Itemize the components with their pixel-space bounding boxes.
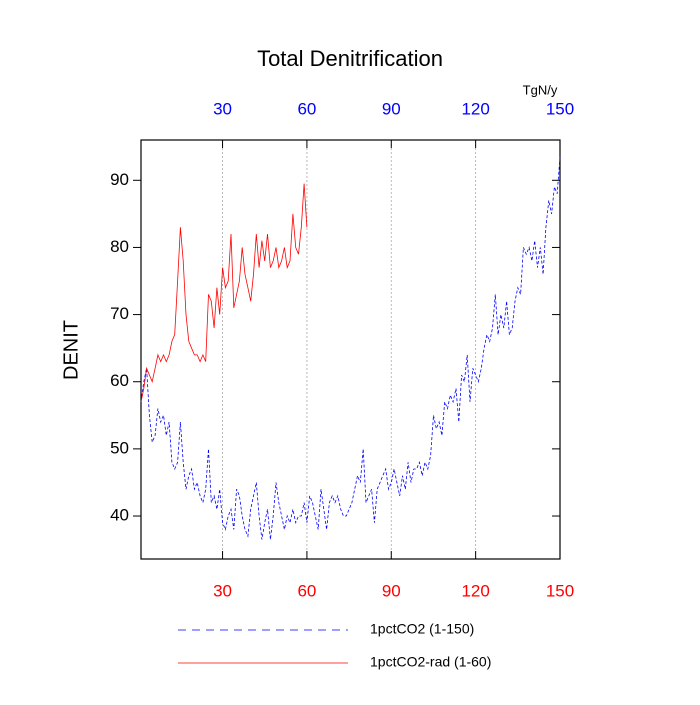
x-tick-label: 150	[546, 581, 574, 600]
y-tick-label: 40	[110, 506, 129, 525]
x-tick-label: 90	[382, 581, 401, 600]
plot-frame	[140, 139, 561, 560]
y-tick-label: 90	[110, 170, 129, 189]
y-tick-label: 70	[110, 304, 129, 323]
x-tick-label: 30	[213, 581, 232, 600]
legend-label: 1pctCO2-rad (1-60)	[370, 654, 491, 670]
series-line	[140, 156, 561, 540]
chart-title: Total Denitrification	[257, 46, 443, 71]
x-tick-label: 60	[297, 581, 316, 600]
x-tick-label-top: 90	[382, 99, 401, 118]
x-tick-label: 120	[461, 581, 489, 600]
top-axis-label: TgN/y	[523, 82, 558, 97]
y-tick-label: 60	[110, 371, 129, 390]
x-tick-label-top: 120	[461, 99, 489, 118]
y-axis-label: DENIT	[60, 320, 82, 380]
x-tick-label-top: 30	[213, 99, 232, 118]
x-tick-label-top: 60	[297, 99, 316, 118]
series-line	[140, 183, 308, 402]
x-tick-label-top: 150	[546, 99, 574, 118]
y-tick-label: 50	[110, 438, 129, 457]
y-tick-label: 80	[110, 237, 129, 256]
legend-label: 1pctCO2 (1-150)	[370, 621, 474, 637]
